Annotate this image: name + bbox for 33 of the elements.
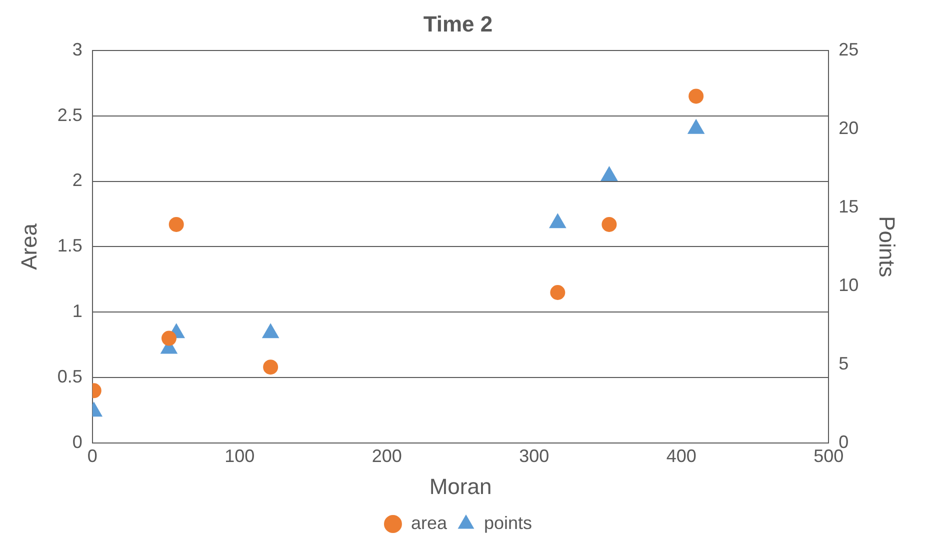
- legend-label: points: [484, 512, 532, 533]
- y-tick-label: 2.5: [57, 104, 82, 125]
- y-tick-label: 0: [72, 432, 82, 452]
- y-tick-label: 1: [72, 301, 82, 322]
- y-tick-label: 0.5: [57, 366, 82, 387]
- point: [688, 88, 704, 104]
- y2-tick-label: 10: [838, 274, 859, 295]
- y-tick-label: 1.5: [57, 236, 82, 256]
- chart-title: Time 2: [423, 11, 493, 36]
- y2-tick-label: 5: [838, 353, 849, 374]
- y2-tick-label: 20: [838, 118, 859, 138]
- y2-tick-label: 15: [838, 196, 859, 216]
- y2-tick-label: 25: [838, 39, 859, 60]
- point: [688, 119, 704, 134]
- x-tick-label: 300: [519, 446, 550, 466]
- point: [602, 216, 617, 232]
- point: [549, 214, 566, 228]
- point: [600, 166, 618, 182]
- legend-label: area: [410, 512, 448, 533]
- point: [262, 324, 279, 338]
- point: [161, 330, 176, 346]
- point: [168, 216, 184, 232]
- point: [263, 360, 278, 375]
- x-tick-label: 0: [87, 446, 98, 466]
- x-tick-label: 100: [224, 446, 255, 466]
- x-tick-label: 200: [372, 446, 402, 466]
- x-axis-title: Moran: [429, 474, 492, 499]
- y-tick-label: 3: [72, 39, 82, 60]
- x-tick-label: 400: [666, 446, 696, 466]
- point: [550, 285, 566, 300]
- y-axis-title: Area: [16, 222, 42, 270]
- y-tick-label: 2: [72, 170, 82, 190]
- y2-axis-title: Points: [874, 216, 900, 278]
